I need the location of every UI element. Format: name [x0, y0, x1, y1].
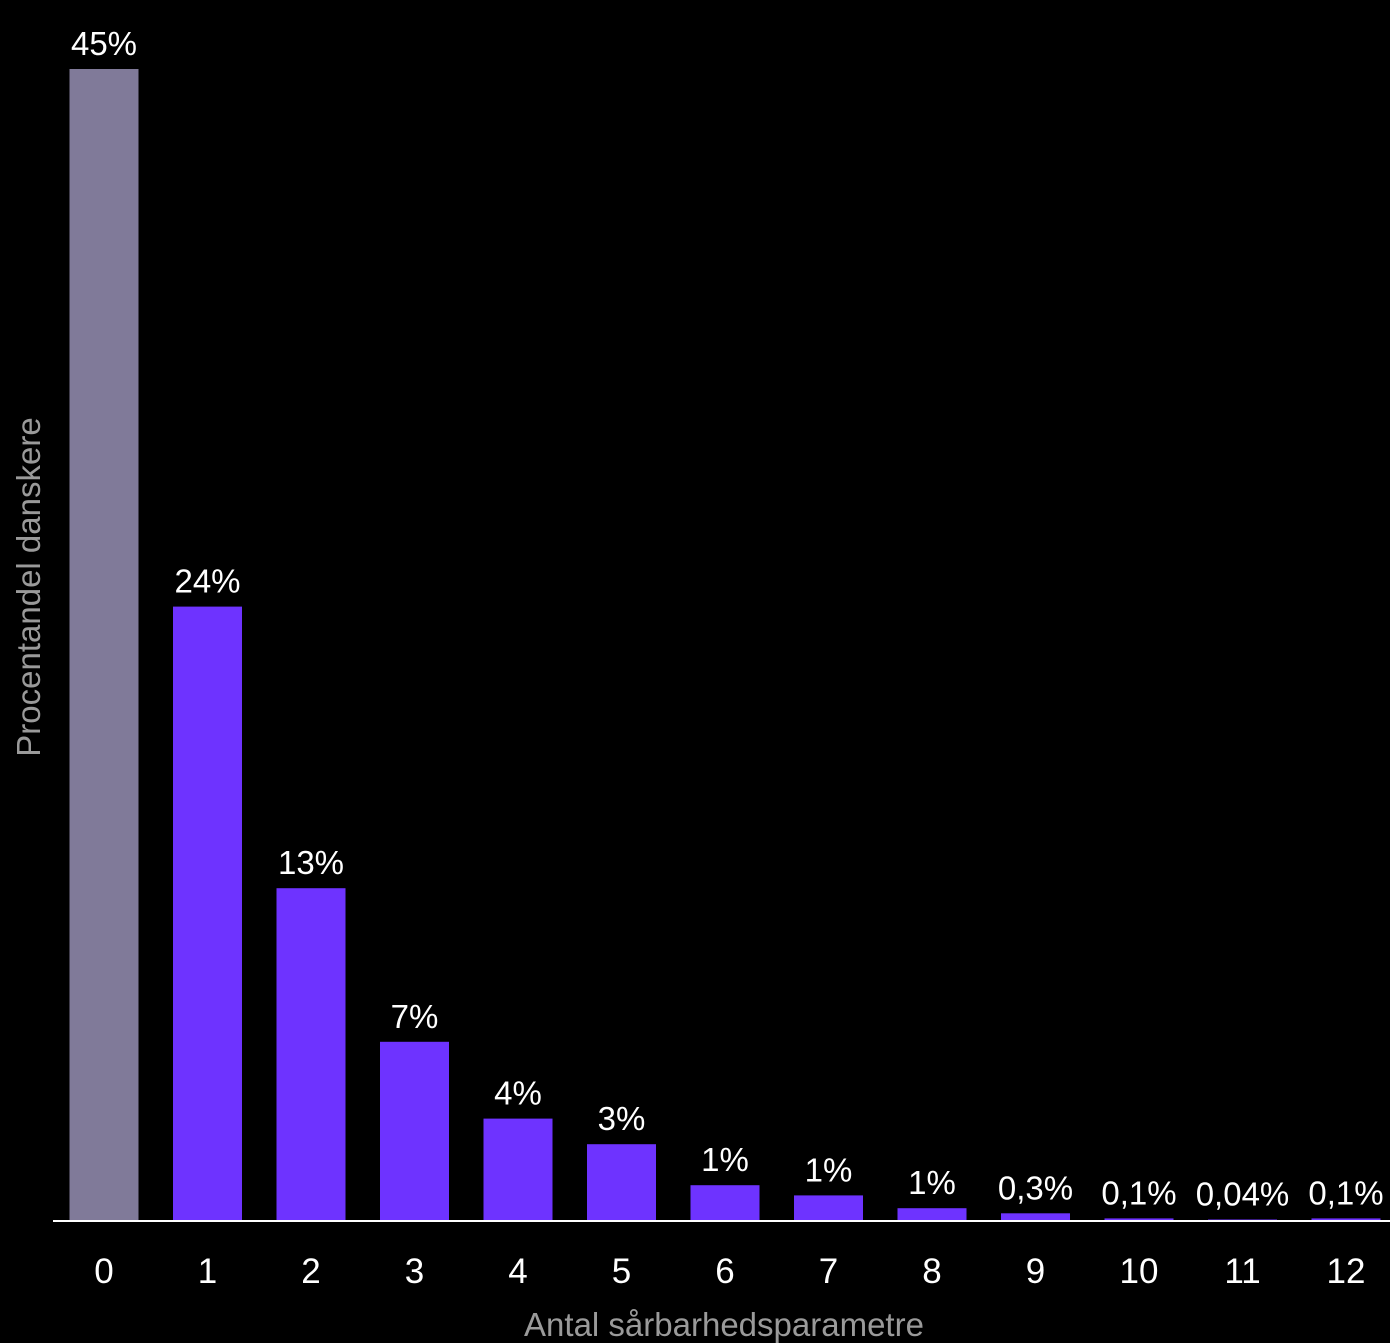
x-tick-label-5: 5 [612, 1252, 631, 1291]
x-tick-label-3: 3 [405, 1252, 424, 1291]
x-tick-label-6: 6 [715, 1252, 734, 1291]
x-tick-label-10: 10 [1120, 1252, 1159, 1291]
bar-1 [173, 606, 242, 1221]
x-axis-title: Antal sårbarhedsparametre [524, 1306, 924, 1343]
bar-4 [483, 1118, 553, 1221]
bar-3 [380, 1041, 449, 1221]
bar-value-label-4: 4% [494, 1075, 542, 1112]
bar-value-label-5: 3% [598, 1100, 646, 1137]
x-tick-label-11: 11 [1224, 1252, 1260, 1291]
x-tick-label-8: 8 [922, 1252, 941, 1291]
bar-9 [1001, 1213, 1070, 1221]
bar-value-label-8: 1% [908, 1164, 956, 1201]
bar-value-label-10: 0,1% [1101, 1174, 1176, 1211]
x-tick-label-1: 1 [198, 1252, 217, 1291]
bar-0 [69, 69, 139, 1221]
bar-10 [1104, 1218, 1174, 1221]
y-axis-title: Procentandel danskere [10, 417, 47, 756]
x-tick-label-2: 2 [301, 1252, 320, 1291]
bar-2 [276, 888, 346, 1221]
bar-value-label-11: 0,04% [1196, 1176, 1290, 1213]
x-tick-label-0: 0 [94, 1252, 113, 1291]
bar-6 [690, 1185, 760, 1221]
bar-value-label-1: 24% [174, 563, 240, 600]
bar-value-label-12: 0,1% [1308, 1174, 1383, 1211]
bar-12 [1311, 1218, 1381, 1221]
x-tick-label-4: 4 [508, 1252, 527, 1291]
bar-value-label-3: 7% [391, 998, 439, 1035]
bar-value-label-6: 1% [701, 1141, 749, 1178]
bar-labels-group: 45% 24% 13% 7% 4% 3% 1% 1% 1% 0,3% 0,1% 0,04% 0,1% [71, 25, 1384, 1213]
bar-value-label-9: 0,3% [998, 1169, 1073, 1206]
x-tick-labels-group: 0 1 2 3 4 5 6 7 8 9 10 11 12 [94, 1252, 1365, 1291]
bar-value-label-7: 1% [805, 1151, 853, 1188]
x-tick-label-12: 12 [1327, 1252, 1366, 1291]
bars-group [69, 69, 1381, 1221]
bar-value-label-0: 45% [71, 25, 137, 62]
x-tick-label-9: 9 [1026, 1252, 1045, 1291]
bar-5 [587, 1144, 656, 1221]
x-tick-label-7: 7 [819, 1252, 838, 1291]
bar-8 [897, 1208, 967, 1221]
bar-value-label-2: 13% [278, 844, 344, 881]
bar-7 [794, 1195, 863, 1221]
